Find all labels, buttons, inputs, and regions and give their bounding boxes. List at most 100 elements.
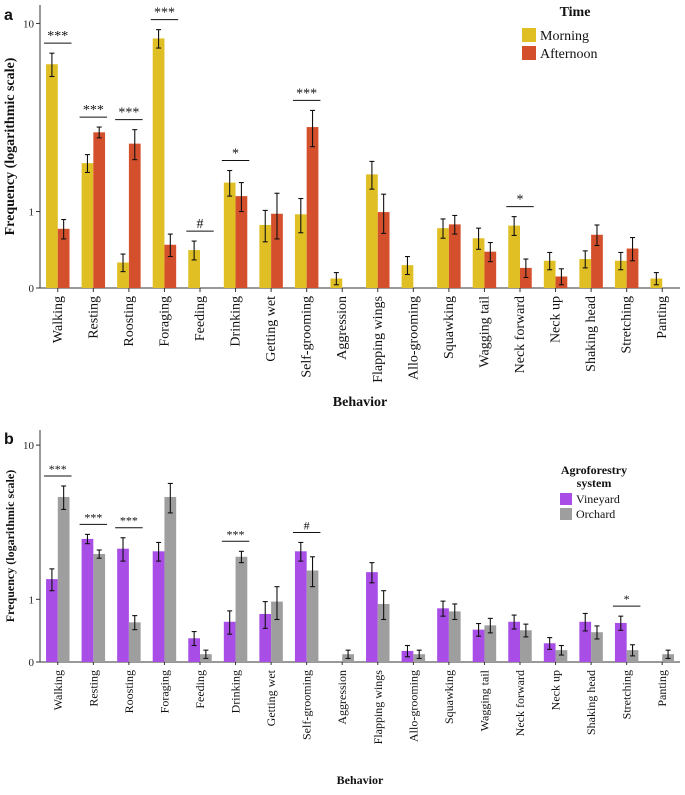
legend-swatch-afternoon (522, 46, 536, 60)
x-axis-label: Behavior (333, 395, 387, 410)
bar-morning (294, 214, 307, 288)
bar-afternoon (128, 143, 141, 288)
y-axis-label: Frequency (logarithmic scale) (3, 470, 17, 622)
legend: Time Morning Afternoon (522, 5, 598, 62)
legend-label-vineyard: Vineyard (576, 492, 620, 506)
bar-afternoon (626, 248, 639, 288)
bar-morning (259, 225, 272, 288)
bar-afternoon (271, 213, 283, 288)
bar-morning (46, 64, 58, 289)
bar-vineyard (81, 538, 94, 662)
bar-orchard (520, 630, 532, 662)
y-axis-label: Frequency (logarithmic scale) (3, 57, 18, 235)
category-label: Neck forward (513, 296, 528, 373)
bar-morning (543, 260, 556, 288)
category-label: Feeding (193, 670, 207, 709)
bar-vineyard (117, 548, 129, 662)
bar-morning (437, 228, 449, 288)
bar-vineyard (152, 551, 165, 662)
category-label: Roosting (122, 670, 136, 713)
bar-vineyard (472, 629, 485, 662)
significance-label: *** (227, 527, 245, 541)
category-label: Panting (655, 296, 670, 339)
significance-label: * (624, 592, 630, 606)
category-label: Walking (51, 296, 66, 343)
category-label: Flapping wings (371, 670, 385, 745)
category-label: Stretching (620, 670, 634, 719)
bar-morning (401, 265, 414, 288)
significance-label: * (517, 193, 524, 208)
bar-vineyard (614, 622, 627, 662)
bar-vineyard (188, 638, 200, 662)
significance-label: *** (84, 510, 102, 524)
category-label: Self-grooming (300, 296, 315, 378)
legend-title: Agroforestry (561, 463, 627, 477)
category-label: Getting wet (264, 669, 278, 726)
category-label: Allo-grooming (406, 296, 421, 380)
bar-morning (472, 238, 485, 288)
significance-label: # (197, 217, 204, 232)
significance-label: *** (118, 106, 139, 121)
bar-orchard (164, 496, 177, 662)
bar-orchard (448, 611, 461, 662)
category-label: Self-grooming (300, 670, 314, 740)
y-tick-label: 1 (29, 207, 35, 219)
bar-vineyard (543, 643, 556, 662)
significance-label: *** (120, 514, 138, 528)
category-label: Wagging tail (477, 296, 492, 368)
category-label: Neck up (549, 296, 564, 343)
bar-morning (81, 163, 94, 288)
y-tick-label: 0 (29, 657, 35, 669)
category-label: Allo-grooming (406, 670, 420, 742)
bar-afternoon (448, 224, 461, 288)
category-label: Drinking (229, 670, 243, 713)
category-label: Foraging (157, 296, 172, 347)
legend-swatch-orchard (560, 508, 572, 520)
y-tick-label: 10 (23, 18, 35, 30)
bar-afternoon (484, 251, 497, 288)
bar-orchard (377, 603, 390, 662)
bar-orchard (271, 601, 283, 662)
bar-afternoon (377, 212, 390, 288)
bar-afternoon (93, 132, 106, 288)
bar-afternoon (57, 228, 70, 288)
chart-panel-a: a 0 1 10 Frequency (logarithmic scale) Walkin… (3, 5, 680, 410)
legend-title: Time (560, 5, 591, 20)
significance-label: *** (154, 6, 175, 21)
category-label: Aggression (335, 296, 350, 360)
bar-morning (508, 225, 520, 288)
bar-orchard (235, 556, 248, 662)
category-label: Squawking (442, 296, 457, 359)
chart-panel-b: b 0 1 10 Frequency (logarithmic scale) Walkin… (3, 430, 680, 787)
legend-swatch-vineyard (560, 493, 572, 505)
bar-vineyard (579, 621, 592, 662)
bar-vineyard (259, 614, 272, 662)
significance-label: *** (83, 103, 104, 118)
y-tick-label: 0 (29, 283, 35, 295)
legend-label-orchard: Orchard (576, 507, 615, 521)
y-tick-label: 1 (29, 594, 35, 606)
bar-orchard (128, 622, 141, 662)
category-label: Shaking head (584, 296, 599, 372)
significance-label: *** (296, 86, 317, 101)
bar-morning (188, 250, 200, 288)
category-label: Panting (655, 670, 669, 707)
category-label: Walking (51, 670, 65, 710)
bar-morning (614, 260, 627, 288)
bar-vineyard (46, 579, 58, 662)
bar-orchard (57, 496, 70, 662)
significance-label: * (232, 147, 239, 162)
bar-orchard (484, 625, 497, 662)
bar-morning (366, 174, 378, 288)
bar-orchard (306, 570, 319, 662)
bar-vineyard (294, 551, 307, 662)
significance-label: *** (47, 29, 68, 44)
bar-orchard (591, 632, 603, 662)
category-label: Flapping wings (371, 296, 386, 383)
category-label: Feeding (193, 296, 208, 341)
bar-orchard (93, 554, 106, 662)
category-label: Squawking (442, 670, 456, 724)
category-label: Getting wet (264, 296, 279, 362)
legend-title: system (577, 476, 612, 490)
